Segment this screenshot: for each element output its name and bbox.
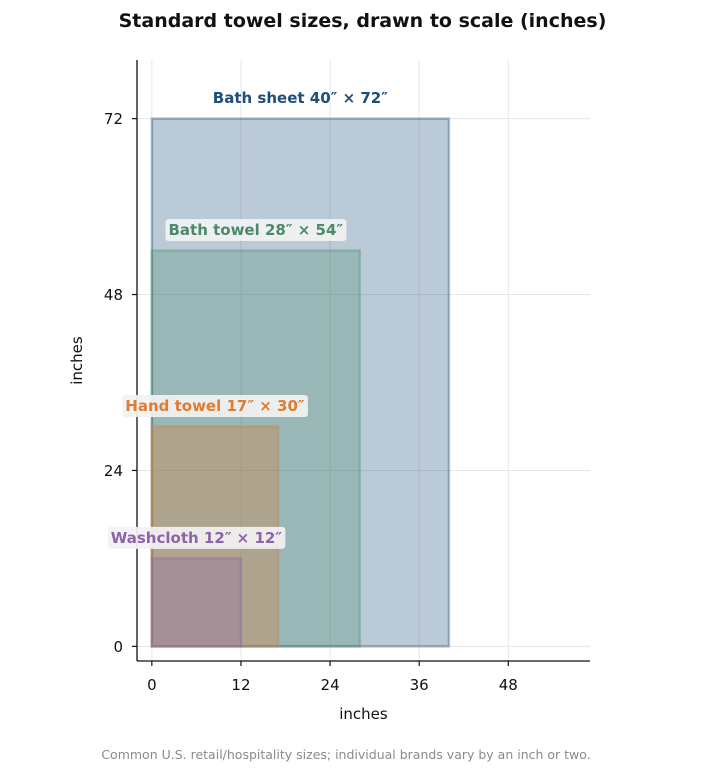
towel-rectangles [150, 117, 451, 648]
x-tick-label: 0 [147, 676, 157, 694]
y-tick-label: 48 [104, 286, 123, 304]
hand-towel-label-box [122, 394, 308, 417]
chart-footnote: Common U.S. retail/hospitality sizes; in… [101, 747, 591, 762]
axes [136, 60, 590, 662]
y-axis-title: inches [68, 336, 86, 385]
y-tick-label: 24 [104, 462, 123, 480]
bath-towel-label-group: Bath towel 28″ × 54″ [165, 219, 347, 242]
bath-sheet-label-group: Bath sheet 40″ × 72″ [213, 89, 388, 107]
y-tick-label: 72 [104, 110, 123, 128]
bath-sheet-label: Bath sheet 40″ × 72″ [213, 89, 388, 107]
washcloth-rect [150, 557, 243, 648]
x-tick-label: 12 [231, 676, 250, 694]
bath-sheet-rect [150, 117, 451, 648]
x-tick-label: 36 [410, 676, 429, 694]
axis-ticks: 0 12 24 36 48 0 24 48 72 [104, 110, 518, 694]
grid-lines [137, 60, 590, 661]
washcloth-label: Washcloth 12″ × 12″ [111, 529, 283, 547]
chart-title: Standard towel sizes, drawn to scale (in… [118, 10, 607, 32]
hand-towel-label: Hand towel 17″ × 30″ [125, 397, 305, 415]
hand-towel-label-group: Hand towel 17″ × 30″ [122, 394, 308, 417]
x-tick-label: 48 [499, 676, 518, 694]
bath-towel-label: Bath towel 28″ × 54″ [168, 221, 343, 239]
washcloth-label-group: Washcloth 12″ × 12″ [107, 526, 286, 549]
bath-towel-label-box [165, 219, 347, 242]
x-axis-title: inches [339, 705, 388, 723]
x-tick-label: 24 [321, 676, 340, 694]
towel-labels: Bath sheet 40″ × 72″ Bath towel 28″ × 54″… [107, 89, 388, 549]
bath-towel-rect [150, 249, 362, 648]
y-tick-label: 0 [113, 638, 123, 656]
washcloth-label-box [107, 526, 286, 549]
